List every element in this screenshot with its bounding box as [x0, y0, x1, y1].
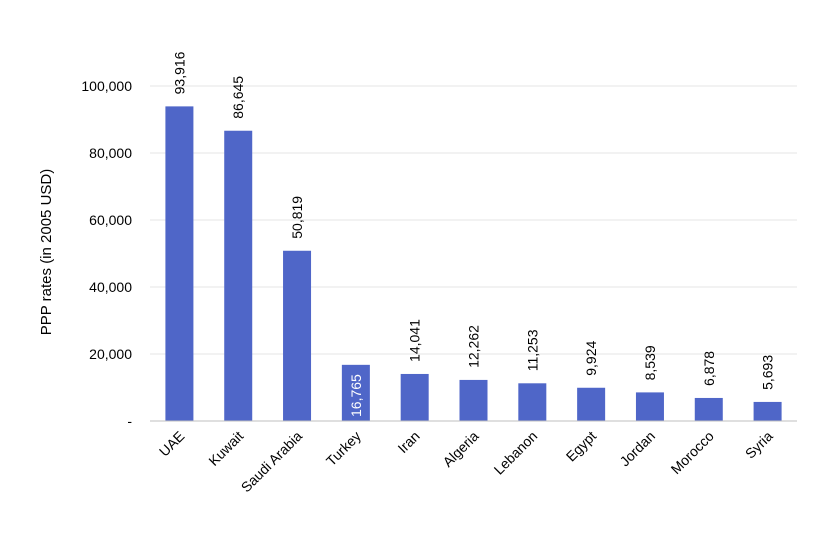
data-label: 6,878	[701, 351, 717, 386]
bar	[165, 106, 194, 421]
bar	[753, 401, 782, 421]
data-label: 8,539	[642, 345, 658, 380]
bar	[635, 392, 664, 421]
y-tick-label: 40,000	[89, 279, 132, 295]
data-label: 93,916	[171, 51, 187, 94]
category-label: Algeria	[439, 428, 481, 470]
data-label: 12,262	[466, 325, 482, 368]
category-label: Iran	[394, 428, 422, 456]
y-axis-title: PPP rates (in 2005 USD)	[38, 169, 55, 335]
category-label: Egypt	[563, 428, 600, 465]
data-label: 14,041	[407, 319, 423, 362]
data-label: 16,765	[348, 374, 364, 417]
bar	[224, 130, 253, 421]
y-tick-label: 80,000	[89, 145, 132, 161]
bar	[577, 387, 606, 421]
gridlines	[150, 85, 797, 355]
category-label: Morocco	[668, 428, 717, 477]
data-label: 50,819	[289, 196, 305, 239]
y-tick-label: -	[127, 413, 132, 429]
data-label: 5,693	[760, 355, 776, 390]
category-label: UAE	[156, 428, 188, 460]
bars	[165, 106, 782, 421]
category-label: Lebanon	[491, 428, 541, 478]
y-tick-label: 20,000	[89, 346, 132, 362]
category-label: Saudi Arabia	[238, 428, 306, 496]
bar	[518, 383, 547, 421]
category-label: Kuwait	[205, 428, 246, 469]
bar	[400, 373, 429, 421]
category-label: Turkey	[323, 428, 364, 469]
category-label: Jordan	[616, 428, 658, 470]
bar	[694, 397, 723, 421]
data-label: 11,253	[524, 329, 540, 371]
category-label: Syria	[742, 428, 776, 462]
y-tick-label: 60,000	[89, 212, 132, 228]
bar	[459, 379, 488, 421]
bar	[341, 364, 370, 421]
data-label: 86,645	[230, 76, 246, 119]
bar	[283, 250, 312, 421]
y-tick-label: 100,000	[81, 78, 132, 94]
data-label: 9,924	[583, 341, 599, 376]
